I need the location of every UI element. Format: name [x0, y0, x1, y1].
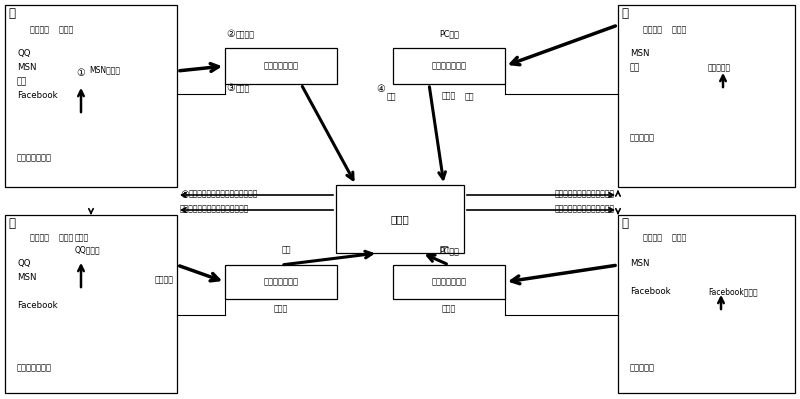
Text: 绑定账号    已登录: 绑定账号 已登录 — [30, 233, 74, 242]
Text: 联系人：乙: 联系人：乙 — [630, 133, 655, 142]
Text: 上传: 上传 — [282, 245, 290, 255]
Text: ③: ③ — [226, 83, 234, 93]
Text: MSN: MSN — [17, 63, 37, 72]
Bar — [393, 265, 505, 299]
Text: Facebook: Facebook — [17, 301, 58, 310]
Text: 联系人：乙、丁: 联系人：乙、丁 — [17, 153, 52, 162]
Bar — [336, 185, 464, 253]
Text: 微博: 微博 — [17, 77, 27, 86]
Bar — [5, 5, 177, 187]
Text: PC登录: PC登录 — [439, 30, 459, 38]
Text: 告诉乙，甲和丙已登录的社交软件: 告诉乙，甲和丙已登录的社交软件 — [180, 205, 250, 213]
Text: Facebook桌面版: Facebook桌面版 — [708, 287, 758, 296]
Bar — [618, 215, 795, 393]
Text: 微博桌面版: 微博桌面版 — [708, 63, 731, 72]
Text: 微博: 微博 — [630, 63, 640, 72]
Text: 告诉甲，乙和丁已登录的社交软件: 告诉甲，乙和丁已登录的社交软件 — [189, 190, 258, 198]
Text: 丙: 丙 — [621, 7, 628, 20]
Text: 开放式通讯半台: 开放式通讯半台 — [263, 277, 298, 286]
Text: 上传: 上传 — [439, 245, 449, 255]
Text: QQ手机版: QQ手机版 — [75, 245, 101, 254]
Text: 乙: 乙 — [8, 217, 15, 230]
Text: 上传: 上传 — [387, 92, 397, 101]
Text: QQ: QQ — [17, 259, 30, 268]
Text: MSN: MSN — [630, 259, 650, 268]
Text: MSN: MSN — [630, 49, 650, 58]
Text: 手机登录: 手机登录 — [236, 30, 255, 40]
Text: 告诉丙，乙已登录的社交软件: 告诉丙，乙已登录的社交软件 — [555, 190, 615, 198]
Text: 服务器: 服务器 — [390, 214, 410, 224]
Text: ①: ① — [77, 68, 86, 78]
Text: 检测到: 检测到 — [442, 304, 456, 314]
Text: 开放式通讯平台: 开放式通讯平台 — [263, 61, 298, 71]
Text: 绑定账号    已登录: 绑定账号 已登录 — [643, 233, 686, 242]
Text: QQ: QQ — [17, 49, 30, 58]
Text: MSN手机版: MSN手机版 — [89, 65, 120, 75]
Bar — [5, 215, 177, 393]
Text: 丁: 丁 — [621, 217, 628, 230]
Text: MSN: MSN — [17, 273, 37, 282]
Bar — [225, 48, 337, 84]
Text: Facebook: Facebook — [17, 91, 58, 100]
Text: 检测到: 检测到 — [442, 91, 456, 101]
Text: 绑定账号    已登录: 绑定账号 已登录 — [643, 25, 686, 34]
Bar — [618, 5, 795, 187]
Bar — [225, 265, 337, 299]
Text: ②: ② — [226, 29, 234, 39]
Text: 联系人：甲、丙: 联系人：甲、丙 — [17, 363, 52, 372]
Text: 甲: 甲 — [8, 7, 15, 20]
Text: 手机登录: 手机登录 — [155, 275, 174, 284]
Text: 开放式通讯平台: 开放式通讯平台 — [431, 61, 466, 71]
Text: 告诉丁，甲已登录的社交软件: 告诉丁，甲已登录的社交软件 — [555, 205, 615, 213]
Text: 已登录: 已登录 — [75, 233, 90, 242]
Text: 检测到: 检测到 — [236, 85, 250, 93]
Text: 上传: 上传 — [465, 92, 474, 101]
Text: ④: ④ — [377, 84, 386, 94]
Text: 联系人：甲: 联系人：甲 — [630, 363, 655, 372]
Text: 开放式通讯平台: 开放式通讯平台 — [431, 277, 466, 286]
Text: 绑定账号    已登录: 绑定账号 已登录 — [30, 25, 74, 34]
Text: 检测到: 检测到 — [274, 304, 288, 314]
Text: ⑤: ⑤ — [180, 190, 189, 200]
Text: Facebook: Facebook — [630, 287, 670, 296]
Bar — [393, 48, 505, 84]
Text: PC登录: PC登录 — [439, 247, 459, 255]
